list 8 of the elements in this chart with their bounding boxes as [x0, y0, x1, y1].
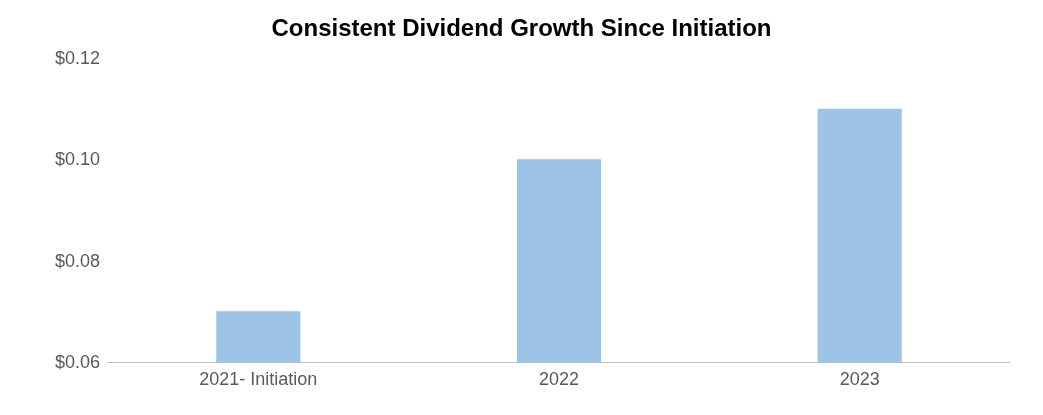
- y-tick-label: $0.12: [54, 48, 100, 68]
- y-tick-label: $0.08: [54, 250, 100, 271]
- chart-title: Consistent Dividend Growth Since Initiation: [271, 13, 772, 41]
- x-tick-label: 2022: [538, 369, 580, 389]
- x-tick-label: 2023: [839, 369, 880, 389]
- x-tick-label: 2021- Initiation: [199, 369, 318, 389]
- y-tick-label: $0.10: [54, 149, 100, 170]
- y-tick-label: $0.06: [54, 352, 100, 372]
